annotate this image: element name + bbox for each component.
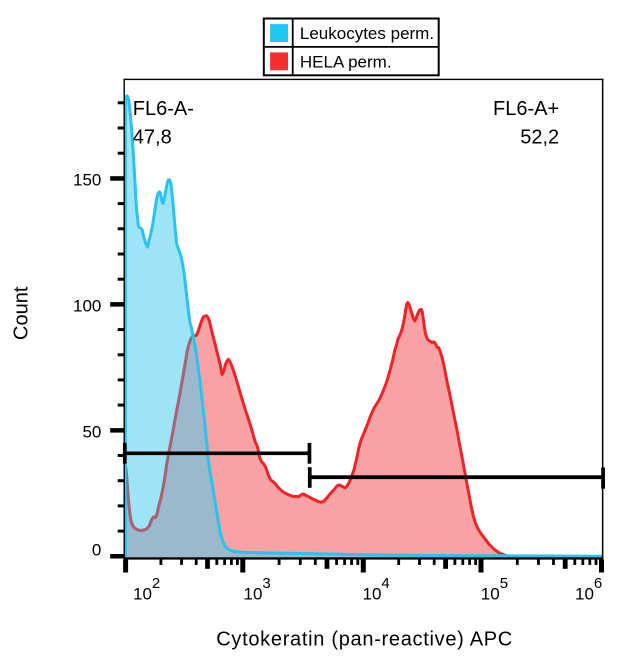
svg-text:102: 102 — [133, 575, 160, 604]
svg-text:52,2: 52,2 — [520, 127, 559, 149]
svg-text:106: 106 — [575, 575, 602, 604]
svg-text:HELA perm.: HELA perm. — [300, 52, 392, 71]
svg-text:103: 103 — [244, 575, 271, 604]
svg-text:47,8: 47,8 — [133, 127, 172, 149]
svg-text:105: 105 — [481, 575, 508, 604]
svg-text:Cytokeratin (pan-reactive) APC: Cytokeratin (pan-reactive) APC — [216, 628, 513, 650]
svg-text:150: 150 — [73, 171, 101, 190]
svg-text:Leukocytes perm.: Leukocytes perm. — [300, 24, 434, 43]
svg-text:0: 0 — [92, 541, 101, 560]
svg-text:FL6-A+: FL6-A+ — [493, 98, 559, 120]
svg-text:50: 50 — [82, 422, 101, 441]
svg-text:Count: Count — [11, 286, 33, 340]
svg-text:100: 100 — [73, 297, 101, 316]
svg-text:104: 104 — [363, 575, 390, 604]
svg-text:FL6-A-: FL6-A- — [133, 98, 194, 120]
